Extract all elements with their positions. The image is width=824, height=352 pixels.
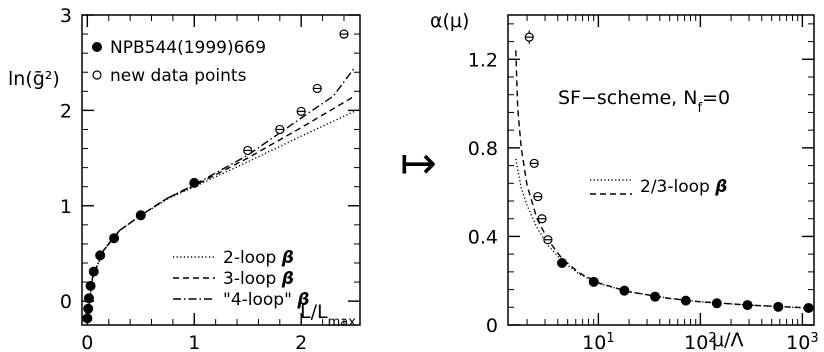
y-tick-label: 0.4 [468,226,498,248]
data-point-filled [557,258,568,268]
y-tick-label: 2 [60,100,72,122]
data-point-filled [588,276,599,287]
curve-dotted [86,110,355,321]
x-tick-label: 103 [786,331,818,352]
left-x-label-main: L/L [300,301,328,323]
data-point-filled [189,177,200,188]
x-tick-label: 0 [81,332,93,352]
legend-label-23loop: 2/3-loop β [640,177,727,197]
data-point-filled [109,233,120,244]
data-point-filled [85,280,96,291]
curve-dashed [515,50,815,309]
x-tick-label: 102 [684,331,716,352]
data-point-filled [135,210,146,221]
curve-dashdot [86,67,356,321]
data-point-filled [773,301,784,312]
left-point-legend: NPB544(1999)669 new data points [92,38,266,86]
data-point-filled [83,293,94,304]
left-points [82,29,349,324]
y-tick-label: 1.2 [468,49,498,71]
data-point-filled [82,313,93,324]
y-tick-label: 0.8 [468,138,498,160]
left-chart: 0 1 2 3 0 1 2 ln(ḡ²) L/Lmax NPB544(1999)669 ne… [8,5,361,352]
left-ticks: 0 1 2 3 0 1 2 [60,5,360,352]
legend-marker-filled [92,42,102,52]
right-line-legend: 2/3-loop β [590,177,727,197]
left-y-axis-label: ln(ḡ²) [8,68,60,90]
right-x-axis-label: μ/Λ [712,329,744,351]
data-point-filled [83,303,94,314]
left-x-axis-label: L/Lmax [300,301,356,330]
left-curves [86,67,356,321]
y-tick-label: 0 [486,315,498,337]
right-curves [515,50,815,309]
x-tick-label: 2 [295,332,307,352]
right-annotation: SF−scheme, Nf=0 [558,87,730,116]
right-plot-frame [507,14,815,326]
data-point-filled [803,302,814,313]
maps-to-arrow: ↦ [400,138,437,189]
right-ticks: 0 0.4 0.8 1.2 101 102 103 [468,15,819,352]
data-point-filled [711,298,722,309]
left-x-label-sub: max [328,315,357,330]
x-tick-label: 1 [188,332,200,352]
data-point-filled [619,285,630,296]
legend-label-published: NPB544(1999)669 [110,38,266,58]
legend-label-2loop: 2-loop β [223,248,294,268]
data-point-filled [650,291,661,302]
data-point-filled [95,250,106,261]
legend-label-new-data: new data points [110,66,247,86]
legend-marker-open [92,70,102,80]
y-tick-label: 1 [60,196,72,218]
left-line-legend: 2-loop β 3-loop β "4-loop" β [173,248,309,310]
data-point-filled [88,266,99,277]
legend-label-3loop: 3-loop β [223,269,294,289]
data-point-filled [680,295,691,306]
right-points [524,30,814,313]
legend-label-4loop: "4-loop" β [223,290,309,310]
y-tick-label: 0 [60,291,72,313]
right-chart: 0 0.4 0.8 1.2 101 102 103 α(μ) μ/Λ SF−scheme, … [430,10,819,352]
left-plot-frame [81,14,361,326]
data-point-filled [742,300,753,311]
right-y-axis-label: α(μ) [430,10,469,32]
y-tick-label: 3 [60,5,72,27]
x-tick-label: 101 [582,331,614,352]
